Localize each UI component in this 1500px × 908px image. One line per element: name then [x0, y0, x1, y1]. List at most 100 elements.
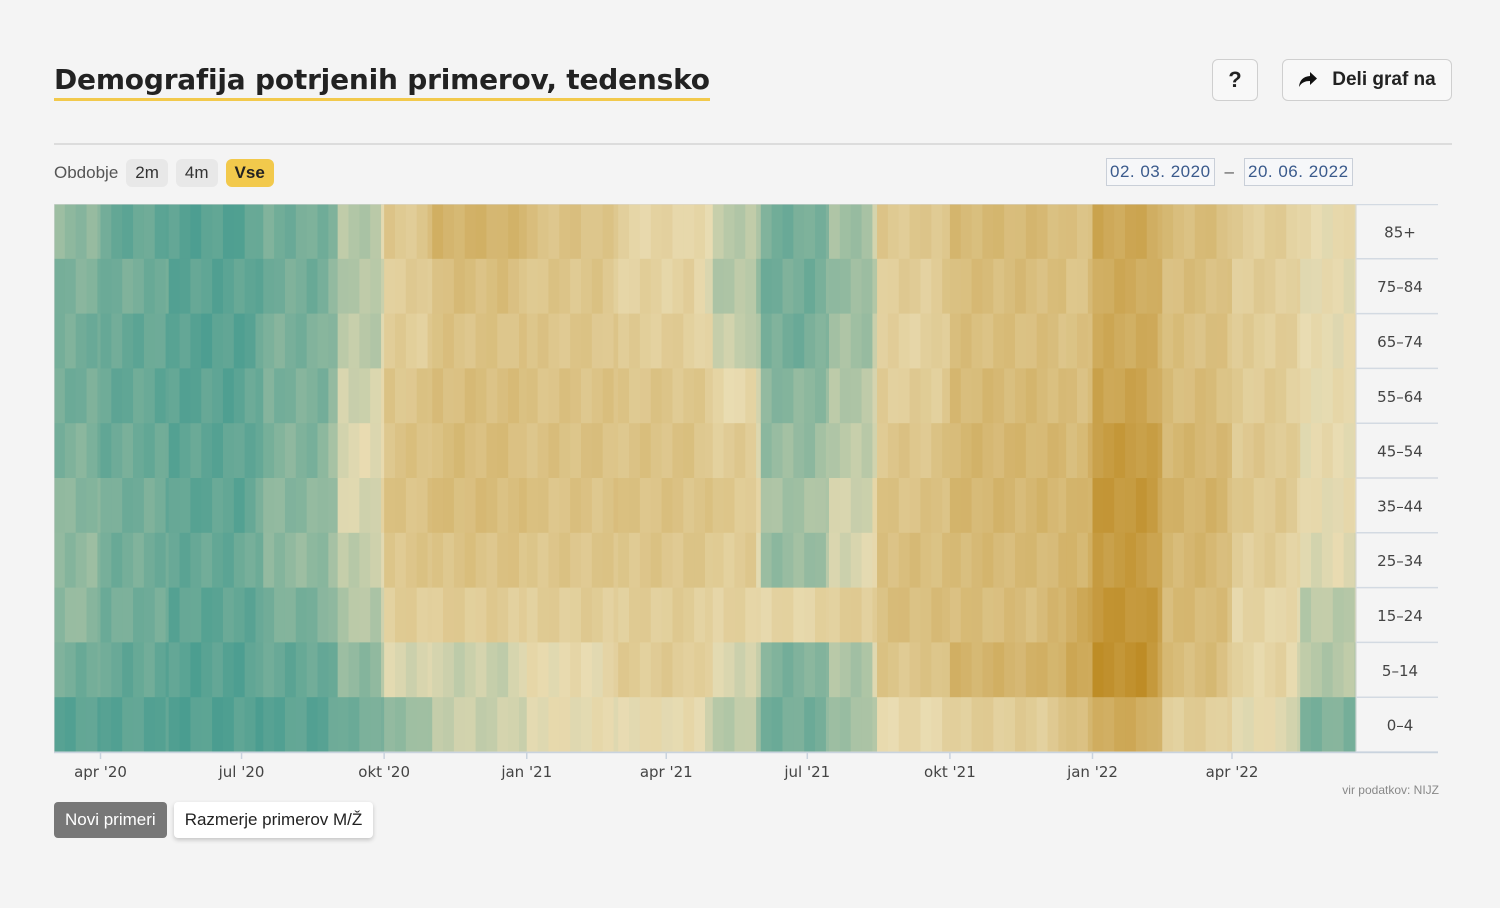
heatmap-cell — [850, 697, 863, 753]
heatmap-cell — [222, 258, 235, 314]
heatmap-cell — [317, 368, 329, 424]
heatmap-cell — [464, 587, 477, 643]
heatmap-cell — [1114, 587, 1126, 643]
heatmap-cell — [570, 258, 582, 314]
heatmap-cell — [486, 423, 498, 479]
heatmap-cell — [650, 587, 663, 643]
heatmap-cell — [1036, 697, 1049, 753]
heatmap-cell — [960, 478, 973, 534]
heatmap-cell — [942, 204, 951, 260]
heatmap-cell — [745, 368, 757, 424]
heatmap-cell — [233, 313, 246, 369]
heatmap-cell — [1242, 532, 1255, 588]
heatmap-cell — [1087, 697, 1094, 753]
heatmap-cell — [931, 697, 943, 753]
heatmap-cell — [591, 642, 604, 698]
heatmap-cell — [381, 423, 385, 479]
heatmap-cell — [284, 697, 297, 753]
novi-primeri-button[interactable]: Novi primeri — [54, 802, 167, 838]
heatmap-cell — [384, 642, 396, 698]
heatmap-cell — [1194, 258, 1207, 314]
heatmap-cell — [825, 313, 830, 369]
heatmap-cell — [694, 313, 706, 369]
heatmap-cell — [497, 532, 509, 588]
heatmap-cell — [1036, 368, 1049, 424]
heatmap-cell — [1036, 642, 1049, 698]
heatmap-cell — [1183, 478, 1196, 534]
heatmap-cell — [190, 532, 202, 588]
period-option-vse[interactable]: Vse — [225, 159, 274, 187]
heatmap-cell — [1297, 587, 1301, 643]
heatmap-cell — [629, 204, 641, 260]
heatmap-cell — [1216, 587, 1228, 643]
heatmap-cell — [723, 532, 736, 588]
heatmap-cell — [942, 423, 951, 479]
heatmap-cell — [244, 478, 257, 534]
heatmap-cell — [497, 204, 509, 260]
heatmap-cell — [887, 204, 900, 260]
heatmap-cell — [1205, 368, 1218, 424]
heatmap-cell — [829, 258, 841, 314]
heatmap-cell — [815, 423, 827, 479]
heatmap-cell — [537, 587, 550, 643]
heatmap-cell — [1125, 423, 1137, 479]
heatmap-cell — [861, 587, 873, 643]
heatmap-cell — [497, 587, 509, 643]
heatmap-cell — [1173, 587, 1185, 643]
date-from-field[interactable]: 02. 03. 2020 — [1106, 158, 1215, 186]
heatmap-cell — [613, 204, 619, 260]
heatmap-cell — [1036, 532, 1049, 588]
heatmap-cell — [771, 258, 784, 314]
heatmap-cell — [1162, 587, 1174, 643]
heatmap-cell — [548, 258, 560, 314]
heatmap-cell — [1311, 368, 1323, 424]
heatmap-cell — [337, 532, 350, 588]
share-button[interactable]: Deli graf na — [1282, 59, 1452, 101]
heatmap-cell — [887, 423, 900, 479]
heatmap-cell — [602, 204, 615, 260]
heatmap-cell — [1058, 478, 1067, 534]
heatmap-cell — [337, 697, 350, 753]
heatmap-cell — [683, 478, 695, 534]
heatmap-cell — [348, 478, 360, 534]
source-note: vir podatkov: NIJZ — [1342, 783, 1439, 797]
heatmap-cell — [1205, 258, 1218, 314]
heatmap-cell — [86, 258, 98, 314]
heatmap-cell — [97, 368, 102, 424]
heatmap-cell — [370, 204, 382, 260]
heatmap-cell — [1300, 478, 1312, 534]
period-option-4m[interactable]: 4m — [175, 159, 218, 187]
heatmap-cell — [526, 368, 539, 424]
heatmap-cell — [295, 423, 308, 479]
heatmap-cell — [384, 258, 396, 314]
heatmap-cell — [1297, 642, 1301, 698]
period-option-2m[interactable]: 2m — [126, 159, 168, 187]
heatmap-cell — [993, 642, 1005, 698]
heatmap-cell — [384, 368, 396, 424]
heatmap-cell — [274, 423, 286, 479]
heatmap-cell — [443, 204, 455, 260]
heatmap-cell — [1114, 532, 1126, 588]
heatmap-cell — [179, 587, 191, 643]
heatmap-cell — [464, 697, 477, 753]
heatmap-cell — [1066, 204, 1078, 260]
date-to-field[interactable]: 20. 06. 2022 — [1244, 158, 1353, 186]
age-group-label: 35–44 — [1377, 497, 1423, 515]
heatmap-cell — [581, 313, 593, 369]
razmerje-mz-button[interactable]: Razmerje primerov M/Ž — [173, 802, 374, 838]
heatmap-cell — [416, 642, 429, 698]
heatmap-cell — [255, 478, 264, 534]
heatmap-cell — [405, 587, 418, 643]
help-button[interactable]: ? — [1212, 59, 1258, 101]
heatmap-cell — [650, 642, 663, 698]
heatmap-cell — [244, 423, 257, 479]
heatmap-cell — [328, 258, 339, 314]
heatmap-cell — [54, 313, 66, 369]
heatmap-cell — [793, 478, 805, 534]
heatmap-cell — [613, 478, 619, 534]
heatmap-cell — [464, 642, 477, 698]
heatmap-cell — [745, 478, 757, 534]
age-group-label: 85+ — [1384, 223, 1416, 241]
heatmap-cell — [519, 642, 528, 698]
heatmap-cell — [1004, 204, 1016, 260]
